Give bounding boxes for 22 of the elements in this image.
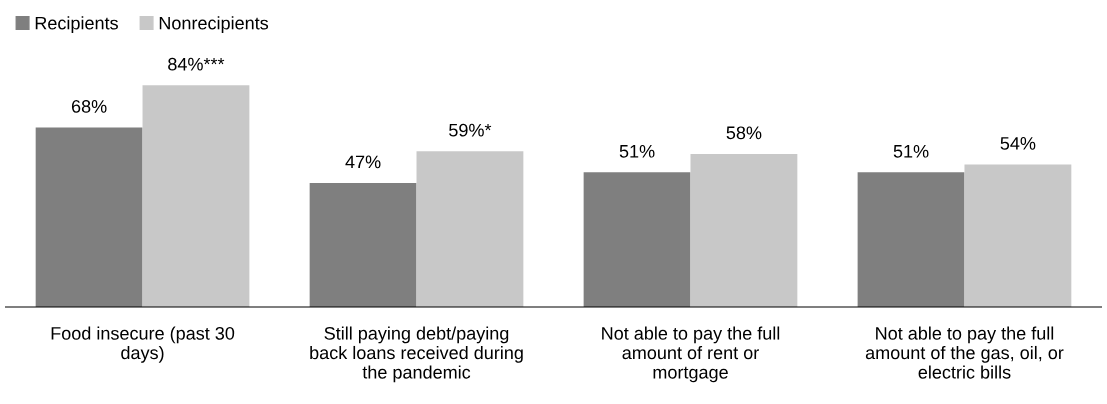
bar: [964, 164, 1072, 308]
x-tick-label: Food insecure (past 30 days): [51, 326, 235, 363]
data-label: 51%: [619, 144, 655, 158]
data-label: 47%: [345, 155, 381, 169]
bar: [583, 172, 691, 308]
data-label: 54%: [1000, 137, 1036, 150]
data-label: 51%: [893, 144, 929, 158]
data-label: 58%: [726, 126, 762, 140]
x-tick-label: Still paying debt/paying back loans received during the pandemic: [310, 326, 523, 383]
x-tick-label: Not able to pay the full amount of rent or mortgage: [602, 326, 780, 383]
bar: [690, 153, 798, 308]
x-tick-label: Not able to pay the full amount of the gas, oil, or electric bills: [865, 326, 1064, 379]
data-label: 59%*: [449, 123, 492, 137]
bar: [309, 182, 417, 308]
data-label: 84%***: [168, 57, 225, 71]
bar: [142, 85, 250, 308]
legend-label: Nonrecipients: [159, 16, 269, 34]
bar: [35, 127, 143, 308]
bar: [416, 151, 524, 308]
legend-label: Recipients: [35, 16, 118, 34]
bar: [857, 172, 965, 308]
data-label: 68%: [71, 100, 107, 113]
